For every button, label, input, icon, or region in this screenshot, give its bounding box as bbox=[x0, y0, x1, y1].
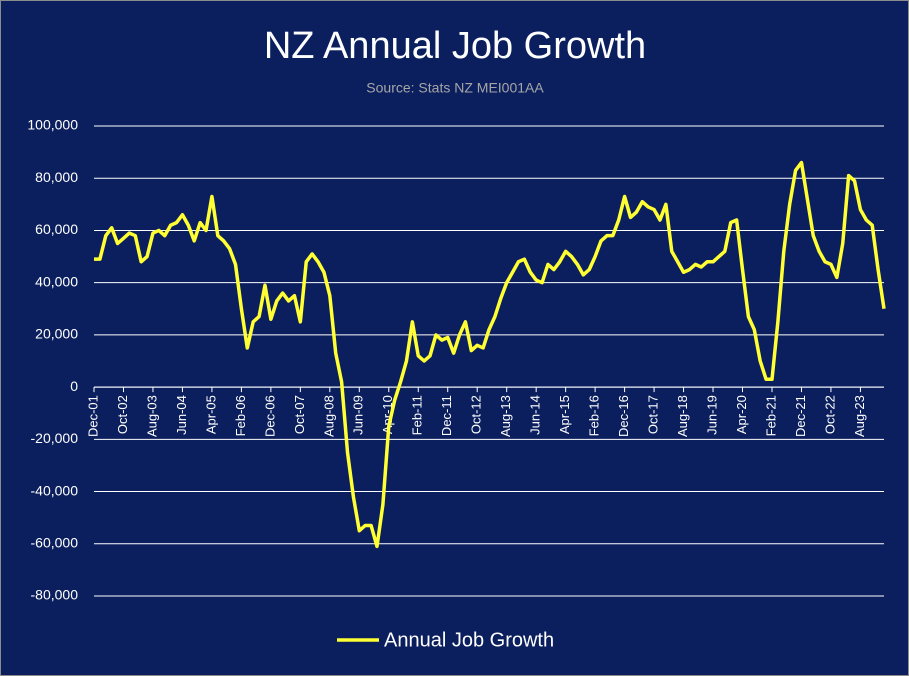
x-tick-label: Oct-07 bbox=[292, 395, 307, 434]
y-tick-label: -40,000 bbox=[31, 482, 79, 498]
y-tick-label: 80,000 bbox=[35, 169, 78, 185]
chart-subtitle: Source: Stats NZ MEI001AA bbox=[366, 80, 544, 96]
x-tick-label: Dec-16 bbox=[616, 395, 631, 437]
x-tick-label: Feb-11 bbox=[410, 395, 425, 435]
y-tick-label: -60,000 bbox=[31, 534, 79, 550]
x-tick-label: Jun-19 bbox=[704, 395, 719, 435]
x-tick-label: Jun-09 bbox=[351, 395, 366, 435]
x-tick-label: Apr-05 bbox=[203, 395, 218, 434]
y-tick-label: 100,000 bbox=[27, 117, 78, 133]
x-tick-label: Apr-10 bbox=[380, 395, 395, 434]
x-tick-label: Oct-02 bbox=[115, 395, 130, 434]
x-tick-label: Dec-01 bbox=[85, 395, 100, 437]
y-tick-label: 40,000 bbox=[35, 273, 78, 289]
x-tick-label: Apr-15 bbox=[557, 395, 572, 434]
chart-title: NZ Annual Job Growth bbox=[264, 25, 646, 67]
x-tick-label: Aug-03 bbox=[144, 395, 159, 437]
x-tick-label: Dec-06 bbox=[262, 395, 277, 437]
x-tick-label: Aug-08 bbox=[321, 395, 336, 437]
x-tick-label: Oct-22 bbox=[822, 395, 837, 434]
x-tick-label: Aug-18 bbox=[675, 395, 690, 437]
y-tick-label: 60,000 bbox=[35, 221, 78, 237]
x-tick-label: Feb-21 bbox=[763, 395, 778, 436]
x-tick-label: Dec-11 bbox=[439, 395, 454, 436]
x-tick-label: Oct-12 bbox=[469, 395, 484, 434]
x-tick-label: Feb-06 bbox=[233, 395, 248, 436]
x-tick-label: Aug-23 bbox=[852, 395, 867, 437]
y-tick-label: 20,000 bbox=[35, 326, 78, 342]
data-line bbox=[94, 160, 886, 549]
x-tick-label: Jun-14 bbox=[528, 395, 543, 435]
x-tick-label: Aug-13 bbox=[498, 395, 513, 437]
y-tick-label: 0 bbox=[70, 378, 78, 394]
x-tick-label: Apr-20 bbox=[734, 395, 749, 434]
y-tick-label: -80,000 bbox=[31, 587, 79, 603]
y-tick-label: -20,000 bbox=[31, 430, 79, 446]
x-tick-label: Feb-16 bbox=[587, 395, 602, 436]
x-tick-label: Jun-04 bbox=[174, 395, 189, 435]
legend-label: Annual Job Growth bbox=[384, 629, 554, 651]
x-tick-label: Dec-21 bbox=[793, 395, 808, 437]
x-tick-label: Oct-17 bbox=[646, 395, 661, 434]
